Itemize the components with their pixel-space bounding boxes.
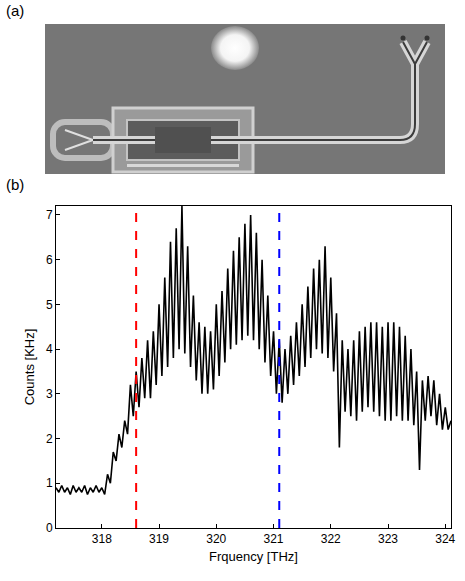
svg-text:322: 322 — [321, 532, 341, 546]
svg-text:321: 321 — [264, 532, 284, 546]
svg-text:324: 324 — [435, 532, 455, 546]
svg-text:318: 318 — [92, 532, 112, 546]
svg-text:323: 323 — [378, 532, 398, 546]
svg-text:2: 2 — [46, 432, 53, 446]
html-text:(b): (b) — [6, 176, 25, 193]
svg-text:1: 1 — [46, 476, 53, 490]
svg-text:7: 7 — [46, 208, 53, 222]
svg-text:Frquency [THz]: Frquency [THz] — [209, 549, 298, 564]
svg-text:4: 4 — [46, 342, 53, 356]
svg-text:319: 319 — [149, 532, 169, 546]
svg-text:Counts [KHz]: Counts [KHz] — [22, 329, 37, 406]
svg-text:320: 320 — [206, 532, 226, 546]
html-text:(a): (a) — [6, 2, 25, 19]
svg-text:3: 3 — [46, 387, 53, 401]
svg-text:0: 0 — [46, 521, 53, 535]
svg-text:6: 6 — [46, 253, 53, 267]
svg-text:5: 5 — [46, 298, 53, 312]
